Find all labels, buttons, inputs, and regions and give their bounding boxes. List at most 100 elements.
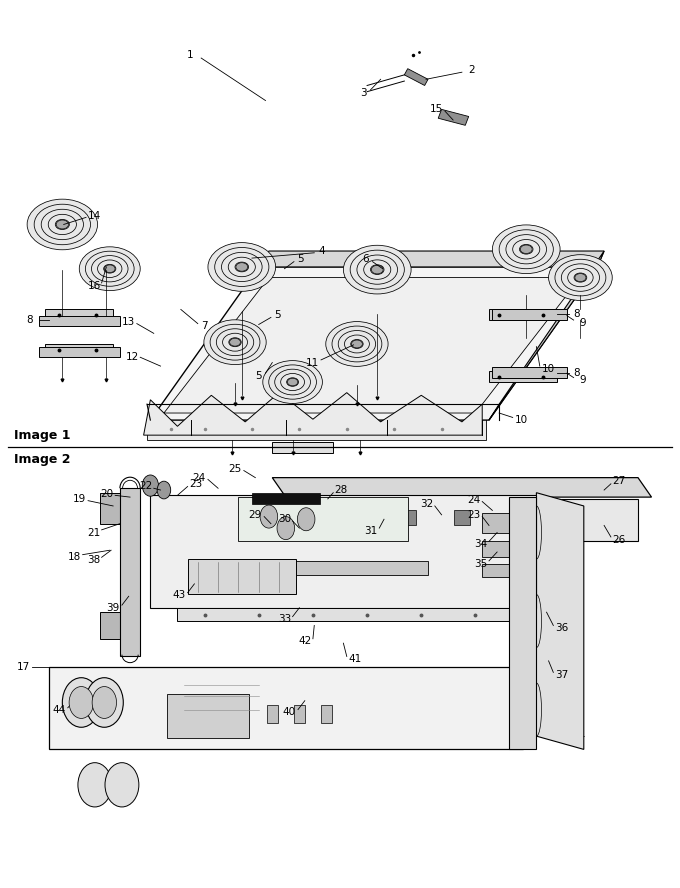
Polygon shape (239, 499, 638, 542)
Text: 19: 19 (73, 494, 86, 503)
Text: 10: 10 (541, 364, 554, 374)
Circle shape (78, 763, 112, 807)
Text: 35: 35 (474, 559, 488, 568)
Ellipse shape (575, 274, 586, 281)
Polygon shape (143, 392, 482, 435)
Polygon shape (49, 667, 523, 749)
Text: 24: 24 (192, 472, 206, 483)
Text: 23: 23 (189, 479, 203, 488)
Bar (294, 705, 305, 723)
Ellipse shape (204, 320, 266, 365)
Text: 21: 21 (87, 527, 100, 537)
Polygon shape (177, 607, 509, 621)
Ellipse shape (80, 247, 140, 290)
Polygon shape (252, 493, 320, 504)
Polygon shape (482, 513, 509, 533)
Text: 41: 41 (348, 654, 362, 664)
Ellipse shape (236, 263, 248, 271)
Text: 3: 3 (360, 89, 367, 99)
Polygon shape (120, 488, 140, 656)
Bar (267, 705, 277, 723)
Text: 1: 1 (186, 50, 193, 59)
Ellipse shape (371, 266, 383, 274)
Text: 7: 7 (201, 321, 208, 331)
Circle shape (105, 763, 139, 807)
Bar (321, 705, 332, 723)
Text: 8: 8 (574, 369, 580, 378)
Circle shape (86, 678, 123, 727)
Text: 11: 11 (306, 358, 320, 368)
Polygon shape (537, 493, 584, 749)
Ellipse shape (208, 242, 275, 291)
Circle shape (277, 517, 294, 540)
Text: 27: 27 (613, 476, 626, 486)
Text: 42: 42 (298, 637, 311, 646)
Text: 24: 24 (467, 495, 481, 504)
Polygon shape (345, 511, 362, 526)
Text: 17: 17 (16, 662, 30, 672)
Polygon shape (147, 417, 486, 440)
Ellipse shape (343, 245, 411, 294)
Text: 31: 31 (364, 526, 377, 535)
Text: 5: 5 (256, 371, 262, 381)
Ellipse shape (326, 321, 388, 367)
Circle shape (92, 686, 116, 718)
Bar (167, 694, 249, 738)
Text: 8: 8 (27, 315, 33, 325)
Circle shape (260, 505, 277, 528)
Circle shape (142, 475, 158, 496)
Text: 18: 18 (68, 552, 81, 562)
Text: 20: 20 (100, 488, 113, 498)
Polygon shape (489, 308, 557, 320)
Ellipse shape (520, 245, 532, 253)
Circle shape (157, 481, 171, 499)
Text: 44: 44 (52, 705, 65, 716)
Text: 9: 9 (579, 376, 585, 385)
Ellipse shape (262, 361, 322, 403)
Text: 16: 16 (88, 281, 101, 290)
Ellipse shape (288, 378, 298, 385)
Ellipse shape (549, 255, 612, 300)
Text: 8: 8 (574, 309, 580, 319)
Text: 23: 23 (467, 510, 481, 519)
Polygon shape (191, 561, 428, 575)
Circle shape (69, 686, 93, 718)
Text: 32: 32 (420, 499, 433, 509)
Ellipse shape (56, 220, 69, 229)
Circle shape (297, 508, 315, 531)
Polygon shape (272, 478, 651, 497)
Ellipse shape (230, 338, 241, 346)
Text: 12: 12 (126, 353, 139, 362)
Polygon shape (39, 346, 120, 357)
Text: 40: 40 (283, 707, 296, 718)
Polygon shape (489, 251, 604, 420)
Text: 39: 39 (107, 603, 120, 613)
Ellipse shape (27, 199, 97, 250)
Text: 38: 38 (87, 555, 100, 565)
Polygon shape (150, 496, 537, 607)
Polygon shape (99, 612, 126, 638)
Text: 29: 29 (249, 510, 262, 519)
Polygon shape (164, 278, 581, 413)
Polygon shape (438, 109, 469, 125)
Text: 14: 14 (88, 211, 101, 221)
Text: 26: 26 (613, 535, 626, 544)
Polygon shape (405, 68, 428, 85)
Polygon shape (39, 315, 120, 326)
Text: Image 1: Image 1 (14, 429, 70, 442)
Text: Image 2: Image 2 (14, 453, 70, 466)
Polygon shape (489, 370, 557, 382)
Text: 30: 30 (278, 514, 291, 524)
Text: 28: 28 (335, 485, 348, 495)
Text: 9: 9 (579, 318, 585, 328)
Text: 22: 22 (139, 481, 152, 491)
Circle shape (63, 678, 100, 727)
Text: 5: 5 (297, 254, 304, 264)
Text: 13: 13 (122, 317, 135, 327)
Polygon shape (454, 511, 470, 526)
Polygon shape (239, 497, 408, 542)
Text: 34: 34 (474, 539, 488, 549)
Text: 37: 37 (556, 670, 568, 680)
Polygon shape (492, 367, 567, 377)
Text: 2: 2 (469, 65, 475, 75)
